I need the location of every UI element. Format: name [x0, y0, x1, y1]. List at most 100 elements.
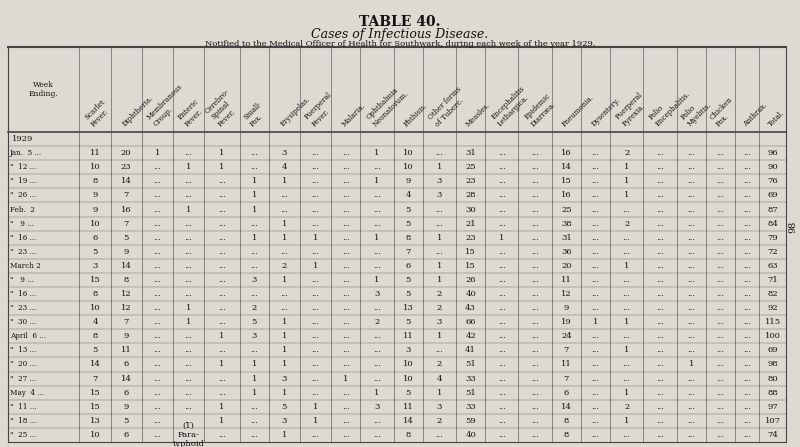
- Text: ...: ...: [716, 191, 724, 199]
- Text: ...: ...: [531, 417, 539, 425]
- Text: 1: 1: [374, 149, 380, 157]
- Text: 9: 9: [123, 403, 129, 411]
- Text: ...: ...: [312, 219, 319, 228]
- Text: ...: ...: [687, 346, 695, 354]
- Text: ...: ...: [312, 318, 319, 326]
- Text: 5: 5: [92, 248, 98, 256]
- Text: ...: ...: [656, 318, 664, 326]
- Text: ...: ...: [373, 248, 381, 256]
- Text: ...: ...: [312, 248, 319, 256]
- Text: ...: ...: [185, 149, 193, 157]
- Text: Encephalitis
Lethargica.: Encephalitis Lethargica.: [490, 85, 533, 128]
- Text: ...: ...: [250, 149, 258, 157]
- Text: ...: ...: [342, 290, 350, 298]
- Text: ...: ...: [687, 219, 695, 228]
- Text: 1: 1: [499, 234, 505, 242]
- Text: ...: ...: [218, 206, 226, 214]
- Text: ...: ...: [531, 318, 539, 326]
- Text: ...: ...: [498, 389, 506, 396]
- Text: 4: 4: [282, 163, 287, 171]
- Text: ...: ...: [656, 163, 664, 171]
- Text: 1: 1: [252, 234, 257, 242]
- Text: ...: ...: [185, 191, 193, 199]
- Text: 92: 92: [767, 304, 778, 312]
- Text: ...: ...: [250, 403, 258, 411]
- Text: ...: ...: [342, 417, 350, 425]
- Text: ...: ...: [342, 332, 350, 340]
- Text: ...: ...: [218, 290, 226, 298]
- Text: ...: ...: [342, 262, 350, 270]
- Text: 3: 3: [92, 262, 98, 270]
- Text: 5: 5: [123, 417, 129, 425]
- Text: 38: 38: [561, 219, 572, 228]
- Text: 6: 6: [92, 234, 98, 242]
- Text: ...: ...: [498, 431, 506, 439]
- Text: ...: ...: [743, 219, 751, 228]
- Text: 1: 1: [624, 163, 630, 171]
- Text: ...: ...: [435, 248, 443, 256]
- Text: ...: ...: [498, 290, 506, 298]
- Text: 4: 4: [92, 318, 98, 326]
- Text: 82: 82: [767, 290, 778, 298]
- Text: ...: ...: [531, 375, 539, 383]
- Text: ...: ...: [622, 332, 630, 340]
- Text: ...: ...: [342, 163, 350, 171]
- Text: 25: 25: [561, 206, 572, 214]
- Text: 3: 3: [406, 346, 411, 354]
- Text: ...: ...: [185, 332, 193, 340]
- Text: ...: ...: [716, 276, 724, 284]
- Text: ...: ...: [716, 177, 724, 186]
- Text: ...: ...: [687, 248, 695, 256]
- Text: ...: ...: [531, 191, 539, 199]
- Text: ...: ...: [342, 431, 350, 439]
- Text: 1: 1: [252, 360, 257, 368]
- Text: 98: 98: [767, 360, 778, 368]
- Text: ...: ...: [743, 389, 751, 396]
- Text: 1: 1: [252, 375, 257, 383]
- Text: 5: 5: [406, 206, 411, 214]
- Text: 3: 3: [437, 177, 442, 186]
- Text: 1: 1: [437, 234, 442, 242]
- Text: 1: 1: [437, 163, 442, 171]
- Text: 5: 5: [92, 346, 98, 354]
- Text: "  12 ...: " 12 ...: [10, 163, 36, 171]
- Text: ...: ...: [154, 248, 162, 256]
- Text: ...: ...: [591, 206, 599, 214]
- Text: 1: 1: [313, 403, 318, 411]
- Text: 1: 1: [219, 163, 225, 171]
- Text: 15: 15: [561, 177, 572, 186]
- Text: 10: 10: [403, 360, 414, 368]
- Text: ...: ...: [531, 290, 539, 298]
- Text: 7: 7: [123, 219, 129, 228]
- Text: ...: ...: [373, 219, 381, 228]
- Text: ...: ...: [531, 149, 539, 157]
- Text: 1: 1: [313, 417, 318, 425]
- Text: ...: ...: [218, 262, 226, 270]
- Text: ...: ...: [591, 403, 599, 411]
- Text: Polio
Encephalitis.: Polio Encephalitis.: [648, 83, 693, 128]
- Text: 11: 11: [121, 346, 131, 354]
- Text: 5: 5: [123, 234, 129, 242]
- Text: 15: 15: [90, 389, 100, 396]
- Text: ...: ...: [591, 276, 599, 284]
- Text: ...: ...: [342, 389, 350, 396]
- Text: ...: ...: [185, 177, 193, 186]
- Text: 1: 1: [313, 262, 318, 270]
- Text: 10: 10: [403, 163, 414, 171]
- Text: ...: ...: [185, 389, 193, 396]
- Text: ...: ...: [743, 304, 751, 312]
- Text: Membranous
Croup.: Membranous Croup.: [145, 83, 190, 128]
- Text: 43: 43: [465, 304, 476, 312]
- Text: 3: 3: [437, 403, 442, 411]
- Text: 14: 14: [561, 403, 572, 411]
- Text: Jan.  5 ...: Jan. 5 ...: [10, 149, 42, 157]
- Text: 23: 23: [121, 163, 131, 171]
- Text: ...: ...: [656, 177, 664, 186]
- Text: 76: 76: [767, 177, 778, 186]
- Text: 14: 14: [561, 163, 572, 171]
- Text: ...: ...: [342, 304, 350, 312]
- Text: 1: 1: [252, 206, 257, 214]
- Text: 66: 66: [466, 318, 476, 326]
- Text: "   9 ...: " 9 ...: [10, 219, 34, 228]
- Text: 1: 1: [219, 332, 225, 340]
